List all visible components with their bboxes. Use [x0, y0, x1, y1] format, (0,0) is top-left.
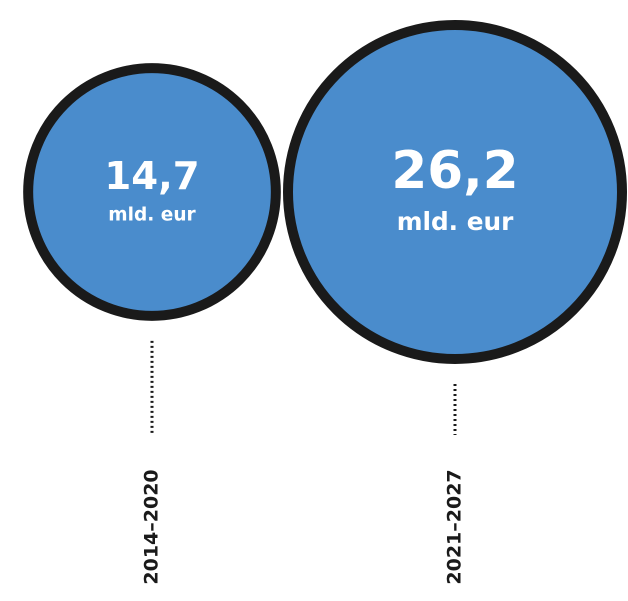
value-label: 14,7 — [104, 154, 199, 199]
unit-label: mld. eur — [108, 205, 196, 226]
bubble — [23, 63, 281, 321]
category-label: 2021–2027 — [444, 469, 466, 584]
category-label: 2014–2020 — [141, 469, 163, 584]
bubble — [283, 20, 627, 364]
unit-label: mld. eur — [397, 207, 514, 236]
value-label: 26,2 — [391, 141, 518, 201]
